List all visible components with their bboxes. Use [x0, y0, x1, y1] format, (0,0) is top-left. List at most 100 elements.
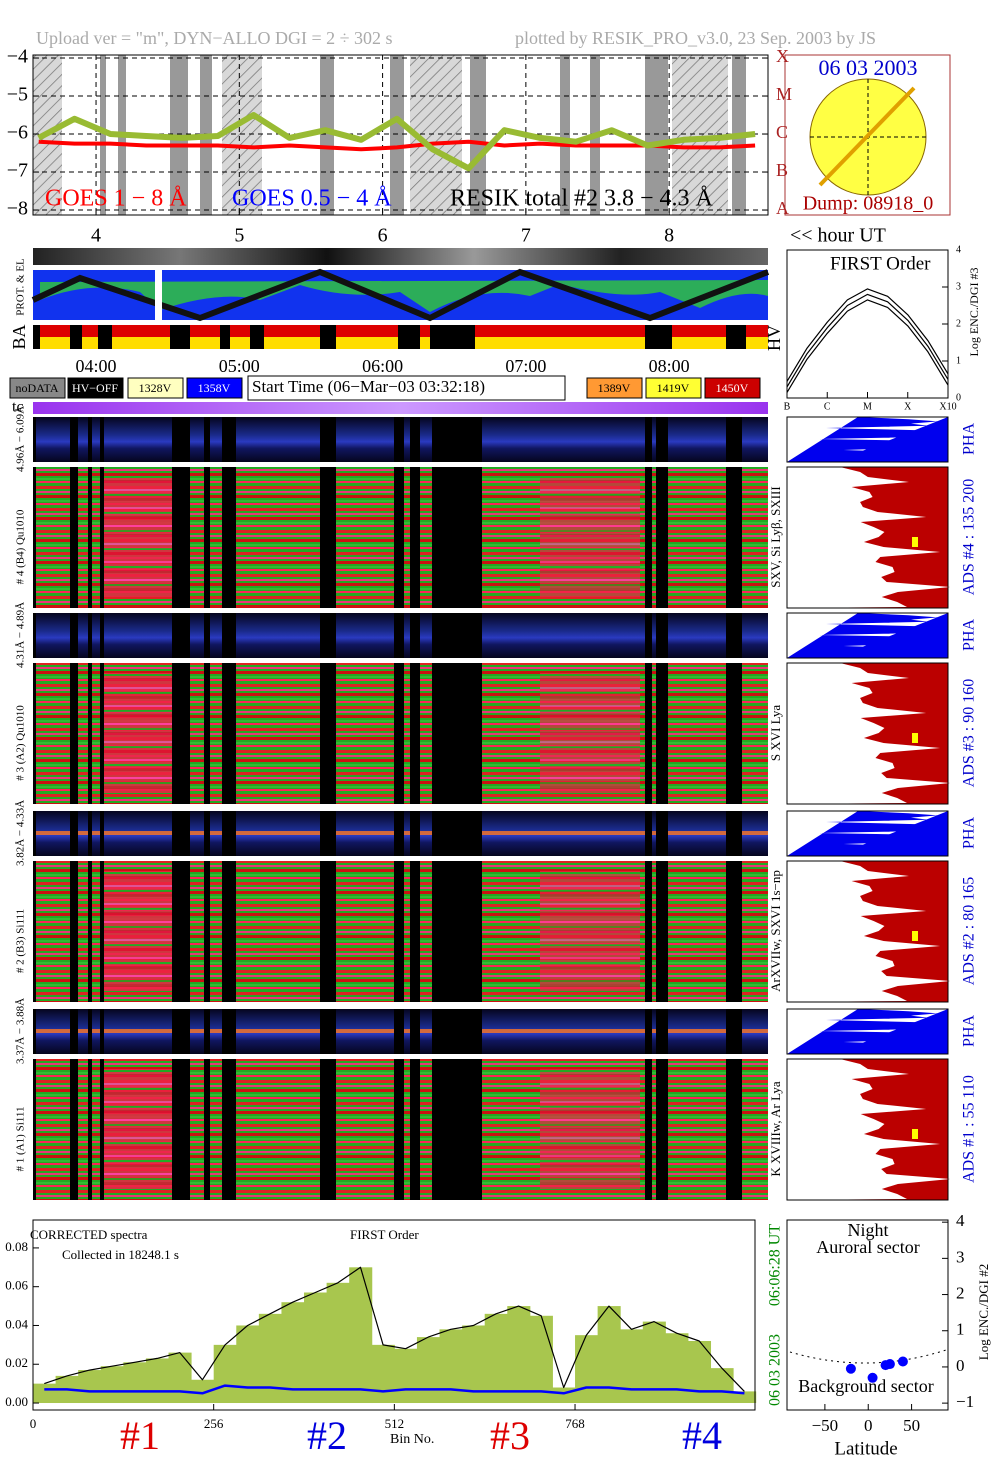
data-gap: [320, 811, 336, 856]
data-gap: [320, 1059, 336, 1200]
data-gap: [88, 861, 92, 1002]
channel-ads: ADS #2 : 80 165: [961, 877, 978, 985]
pha-profile: [787, 417, 948, 462]
channel-range: 4.96Å − 6.09Å: [15, 406, 27, 472]
spectrum-annotation: CORRECTED spectra: [30, 1227, 148, 1242]
channel-name: # 2 (B3) Si111: [15, 909, 27, 973]
y-tick-label: 0.06: [5, 1278, 28, 1293]
ads-marker: [912, 733, 918, 743]
legend-label: HV−OFF: [72, 381, 118, 395]
legend-swatch: [704, 377, 761, 399]
data-gap-band: [100, 55, 106, 215]
spectrum-bin: [191, 1379, 215, 1404]
data-gap: [70, 417, 78, 462]
legend-label: 1358V: [198, 381, 231, 395]
x-tick-label: 256: [204, 1416, 224, 1431]
panel-title: Auroral sector: [816, 1237, 919, 1257]
spectrum-bin: [394, 1348, 418, 1404]
y-tick-label: 3: [956, 281, 961, 292]
time-label: 06:00: [362, 356, 403, 376]
x-tick-label: 4: [91, 225, 101, 247]
x-tick-label: M: [863, 401, 872, 412]
panel-title: FIRST Order: [830, 253, 931, 274]
data-gap: [656, 811, 668, 856]
series-line: [786, 293, 949, 388]
spectrum-bin: [33, 1383, 57, 1404]
spectrum-bin: [439, 1329, 463, 1404]
data-gap: [410, 663, 420, 804]
spectrum-bin: [597, 1306, 621, 1404]
data-gap: [88, 811, 92, 856]
data-gap: [394, 811, 404, 856]
strip-gap: [70, 325, 82, 349]
data-gap: [70, 663, 78, 804]
panel-frame: [786, 810, 949, 857]
strip-prot-track: [31, 268, 770, 322]
panel-frame: [786, 416, 949, 463]
data-gap: [222, 1009, 236, 1054]
data-gap: [222, 1059, 236, 1200]
y-tick-label: 0.04: [5, 1316, 28, 1331]
data-gap: [645, 1009, 652, 1054]
data-gap: [432, 417, 482, 462]
data-gap: [204, 613, 210, 658]
spectrum-bin: [213, 1344, 237, 1404]
strip-gap: [645, 325, 672, 349]
y2-tick-label: X: [776, 46, 789, 66]
data-gap: [645, 663, 652, 804]
data-gap: [726, 861, 742, 1002]
y-tick-label: −7: [7, 160, 28, 182]
data-gap: [432, 1009, 482, 1054]
data-gap: [432, 811, 482, 856]
series-line: [37, 112, 756, 172]
data-gap: [100, 613, 104, 658]
ads-profile: [790, 861, 951, 1002]
y-tick-label: −4: [7, 46, 28, 68]
section-label: #3: [490, 1413, 530, 1458]
data-gap: [410, 467, 420, 608]
data-gap: [394, 1059, 404, 1200]
x-tick-label: 512: [385, 1416, 405, 1431]
x-tick-label: X: [904, 401, 912, 412]
scatter-point: [897, 1356, 908, 1367]
time-label: 07:00: [505, 356, 546, 376]
x-tick-label: 0: [30, 1416, 37, 1431]
data-gap: [33, 861, 36, 1002]
series-line: [786, 288, 949, 382]
spectrum-bin: [507, 1306, 531, 1404]
data-gap: [204, 1009, 210, 1054]
channel-name: # 4 (B4) Qu1010: [15, 509, 27, 584]
spectrum-bin: [710, 1368, 734, 1404]
x-tick-label: 7: [521, 225, 531, 247]
panel-frame: [786, 1058, 949, 1201]
data-gap: [394, 1009, 404, 1054]
time-label: 08:00: [649, 356, 690, 376]
time-label: 05:00: [219, 356, 260, 376]
data-gap: [33, 1059, 36, 1200]
legend-entry: RESIK total #2 3.8 − 4.3 Å: [450, 186, 714, 212]
data-gap: [320, 861, 336, 1002]
data-gap: [726, 1059, 742, 1200]
legend-swatch: [186, 377, 243, 399]
scatter-point: [845, 1363, 856, 1374]
legend-label: 1389V: [598, 381, 631, 395]
legend-label: noDATA: [15, 381, 58, 395]
data-gap: [432, 861, 482, 1002]
x-tick-label: 50: [903, 1416, 920, 1435]
y-tick-label: 0: [956, 392, 961, 403]
data-gap: [394, 417, 404, 462]
data-gap: [410, 1009, 420, 1054]
header-upload: Upload ver = "m", DYN−ALLO DGI = 2 ÷ 302…: [36, 28, 392, 48]
data-gap: [33, 811, 36, 856]
spectrogram: [540, 673, 640, 793]
y-axis-label: Log ENC./DGI #3: [967, 268, 981, 357]
data-gap: [320, 1009, 336, 1054]
spectrum-bin: [529, 1315, 553, 1404]
section-label: #2: [307, 1413, 347, 1458]
y-tick-label: 0.02: [5, 1355, 28, 1370]
data-gap: [33, 663, 36, 804]
data-gap: [100, 417, 104, 462]
data-gap: [222, 613, 236, 658]
data-gap: [320, 417, 336, 462]
x-axis-label: Latitude: [834, 1438, 897, 1459]
